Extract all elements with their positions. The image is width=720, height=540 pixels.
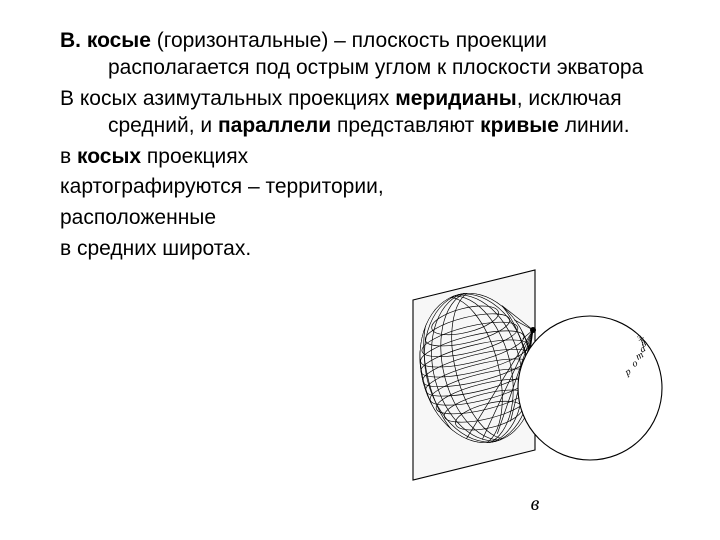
usage-a: в (60, 145, 77, 168)
paragraph-definition: В. косые (горизонтальные) – плоскость пр… (60, 28, 660, 82)
definition-text: (горизонтальные) – плоскость проекции ра… (108, 29, 643, 79)
paragraph-features: В косых азимутальных проекциях меридианы… (60, 86, 660, 140)
term-parallels: параллели (218, 114, 331, 137)
feat-e: представляют (331, 114, 480, 137)
paragraph-usage-2: картографируются – территории, (60, 174, 660, 201)
figure-oblique-projection: экватор в (385, 260, 685, 520)
term-oblique-2: косых (77, 145, 141, 168)
feat-a: В косых азимутальных проекциях (60, 87, 395, 110)
projection-diagram: экватор (385, 260, 685, 500)
usage-c: проекциях (141, 145, 248, 168)
feat-g: линии. (559, 114, 630, 137)
paragraph-usage-3: расположенные (60, 205, 660, 232)
term-meridians: меридианы (395, 87, 517, 110)
term-oblique: В. косые (60, 29, 151, 52)
paragraph-usage-4: в средних широтах. (60, 236, 660, 263)
figure-caption: в (385, 493, 685, 516)
text-block: В. косые (горизонтальные) – плоскость пр… (60, 28, 660, 263)
slide: В. косые (горизонтальные) – плоскость пр… (0, 0, 720, 540)
term-curves: кривые (480, 114, 559, 137)
paragraph-usage-1: в косых проекциях (60, 144, 660, 171)
